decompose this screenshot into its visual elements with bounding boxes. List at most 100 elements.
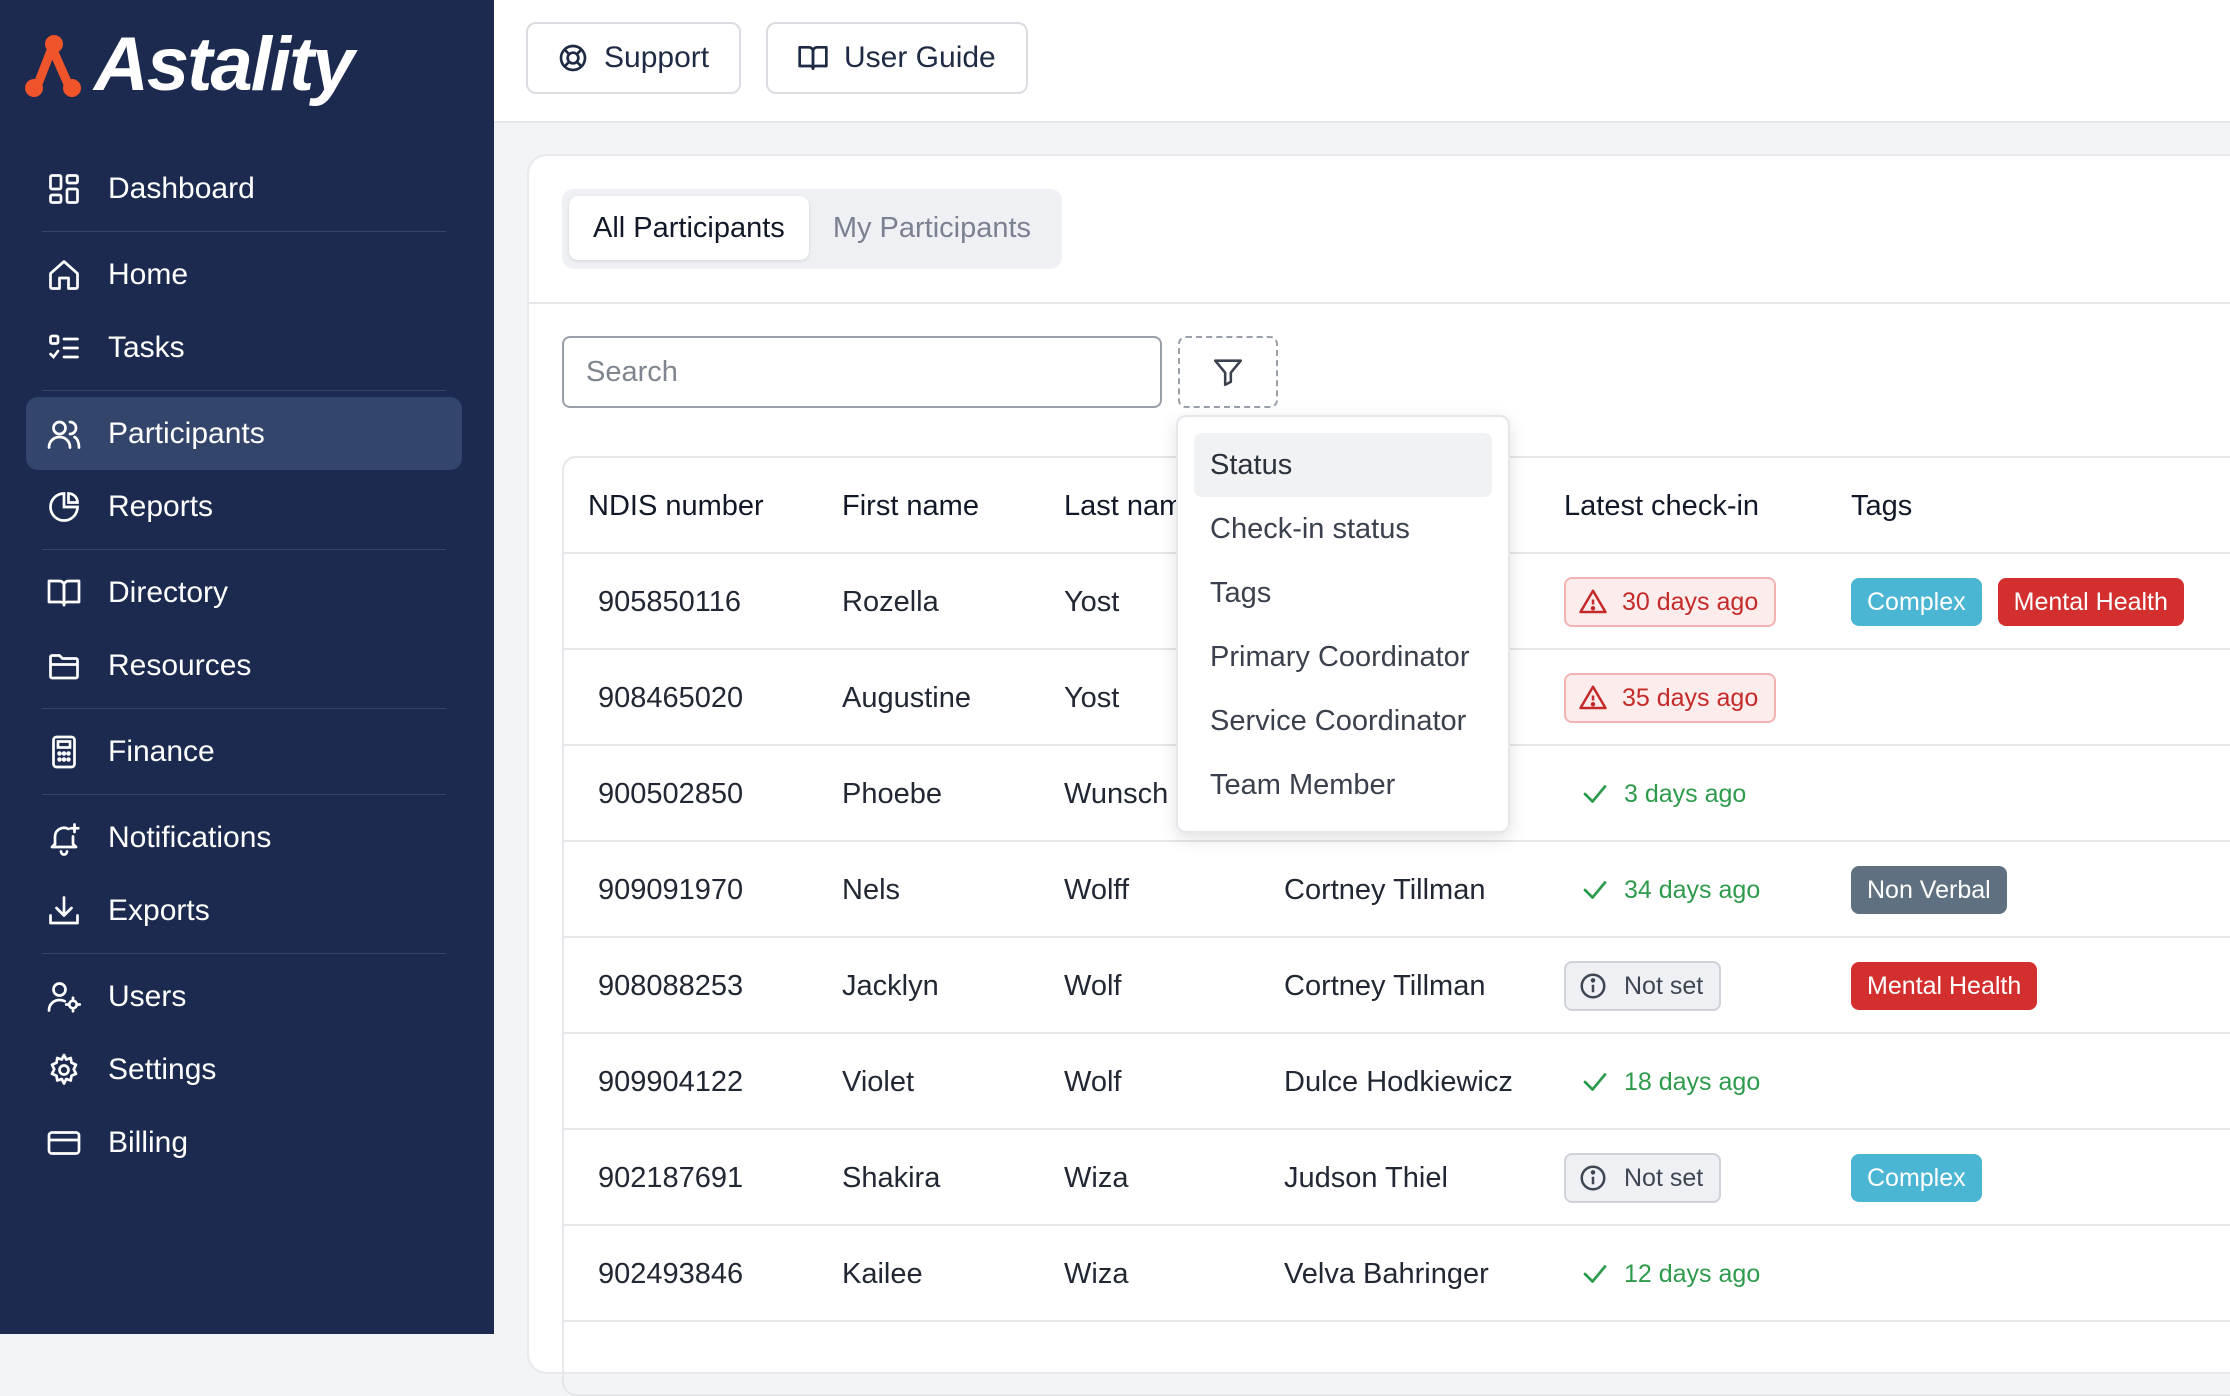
sidebar-item-participants[interactable]: Participants [26, 397, 462, 470]
filter-option-primary-coordinator[interactable]: Primary Coordinator [1210, 640, 1470, 673]
warning-icon [1578, 683, 1608, 713]
filter-dropdown-menu: Status Check-in status Tags Primary Coor… [1176, 415, 1510, 833]
cell-last-name: Wiza [1064, 1161, 1129, 1194]
credit-card-icon [44, 1123, 84, 1163]
sidebar: Astality Dashboard Home Tasks Pa [0, 0, 494, 1334]
warning-icon [1578, 587, 1608, 617]
book-icon [44, 573, 84, 613]
table-header-row: NDIS number First name Last nam Latest c… [564, 458, 2230, 554]
sidebar-item-directory[interactable]: Directory [26, 556, 462, 629]
filter-option-tags[interactable]: Tags [1210, 576, 1272, 609]
sidebar-item-notifications[interactable]: Notifications [26, 801, 462, 874]
sidebar-item-label: Resources [108, 648, 252, 682]
sidebar-item-label: Home [108, 257, 189, 291]
lifebuoy-icon [556, 41, 590, 75]
checkin-text: 30 days ago [1622, 587, 1759, 616]
sidebar-item-billing[interactable]: Billing [26, 1106, 462, 1179]
sidebar-item-label: Participants [108, 416, 265, 450]
checkin-badge: 35 days ago [1564, 673, 1777, 723]
table-row[interactable]: 900502850 Phoebe Wunsch 3 days ago [564, 746, 2230, 842]
home-icon [44, 255, 84, 295]
table-row[interactable]: 909904122 Violet Wolf Dulce Hodkiewicz 18 da… [564, 1034, 2230, 1130]
table-row[interactable]: 908088253 Jacklyn Wolf Cortney Tillman Not s… [564, 938, 2230, 1034]
info-icon [1578, 1163, 1608, 1193]
table-row[interactable]: 902493846 Kailee Wiza Velva Bahringer 12 day… [564, 1226, 2230, 1322]
sidebar-item-users[interactable]: Users [26, 960, 462, 1033]
brand-name: Astality [94, 21, 355, 107]
cell-latest-checkin: 18 days ago [1564, 1034, 1772, 1130]
cell-ndis: 908465020 [598, 681, 744, 714]
checkin-badge: 12 days ago [1564, 1249, 1772, 1299]
sidebar-item-resources[interactable]: Resources [26, 629, 462, 702]
support-label: Support [604, 41, 710, 74]
user-guide-button[interactable]: User Guide [766, 22, 1028, 94]
filter-option-service-coordinator[interactable]: Service Coordinator [1210, 704, 1467, 737]
header-latest-checkin[interactable]: Latest check-in [1564, 489, 1760, 522]
cell-first-name: Jacklyn [842, 969, 939, 1002]
cell-ndis: 902187691 [598, 1161, 744, 1194]
sidebar-item-finance[interactable]: Finance [26, 715, 462, 788]
calculator-icon [44, 732, 84, 772]
tag-badge: Complex [1851, 578, 1982, 626]
check-icon [1580, 1067, 1610, 1097]
cell-tags: Complex [1851, 1130, 1998, 1226]
cell-latest-checkin: 34 days ago [1564, 842, 1772, 938]
table-row[interactable]: 909091970 Nels Wolff Cortney Tillman 34 days… [564, 842, 2230, 938]
sidebar-item-dashboard[interactable]: Dashboard [26, 152, 462, 225]
brand-mark-icon [25, 35, 81, 97]
header-ndis[interactable]: NDIS number [588, 489, 764, 522]
participants-table: NDIS number First name Last nam Latest c… [562, 456, 2230, 1396]
brand-logo[interactable]: Astality [24, 21, 355, 107]
header-tags[interactable]: Tags [1851, 489, 1913, 522]
checkin-badge: Not set [1564, 1153, 1722, 1203]
sidebar-item-reports[interactable]: Reports [26, 470, 462, 543]
cell-last-name: Wolff [1064, 873, 1130, 906]
checkin-text: 18 days ago [1624, 1067, 1761, 1096]
cell-last-name: Yost [1064, 585, 1120, 618]
header-first-name[interactable]: First name [842, 489, 979, 522]
search-input[interactable] [562, 336, 1162, 408]
cell-latest-checkin: 30 days ago [1564, 554, 1777, 650]
cell-first-name: Shakira [842, 1161, 941, 1194]
gear-icon [44, 1050, 84, 1090]
checkin-text: 3 days ago [1624, 779, 1747, 808]
tab-all-participants[interactable]: All Participants [569, 196, 809, 260]
bell-icon [44, 818, 84, 858]
table-row[interactable]: 902187691 Shakira Wiza Judson Thiel Not set C… [564, 1130, 2230, 1226]
checkin-text: Not set [1624, 1163, 1704, 1192]
filter-option-team-member[interactable]: Team Member [1210, 768, 1396, 801]
cell-ndis: 909904122 [598, 1065, 744, 1098]
filter-option-status[interactable]: Status [1194, 433, 1492, 497]
nav-divider [42, 390, 446, 391]
tag-badge: Mental Health [1997, 578, 2184, 626]
cell-coordinator: Cortney Tillman [1284, 873, 1486, 906]
users-icon [44, 414, 84, 454]
sidebar-item-label: Exports [108, 893, 210, 927]
sidebar-item-settings[interactable]: Settings [26, 1033, 462, 1106]
check-icon [1580, 875, 1610, 905]
cell-coordinator: Cortney Tillman [1284, 969, 1486, 1002]
sidebar-item-home[interactable]: Home [26, 238, 462, 311]
checkin-badge: 30 days ago [1564, 577, 1777, 627]
support-button[interactable]: Support [526, 22, 742, 94]
header-last-name[interactable]: Last nam [1064, 489, 1184, 522]
cell-last-name: Wunsch [1064, 777, 1169, 810]
sidebar-item-label: Billing [108, 1125, 189, 1159]
cell-coordinator: Dulce Hodkiewicz [1284, 1065, 1513, 1098]
cell-tags: Complex Mental Health [1851, 554, 2200, 650]
filter-button[interactable] [1178, 336, 1278, 408]
nav-divider [42, 953, 446, 954]
cell-latest-checkin: Not set [1564, 938, 1722, 1034]
user-gear-icon [44, 977, 84, 1017]
info-icon [1578, 971, 1608, 1001]
cell-coordinator: Velva Bahringer [1284, 1257, 1489, 1290]
tag-badge: Complex [1851, 1154, 1982, 1202]
dashboard-icon [44, 169, 84, 209]
tab-my-participants[interactable]: My Participants [832, 211, 1032, 244]
filter-option-checkin-status[interactable]: Check-in status [1210, 512, 1410, 545]
sidebar-item-exports[interactable]: Exports [26, 874, 462, 947]
sidebar-item-tasks[interactable]: Tasks [26, 311, 462, 384]
checkin-badge: Not set [1564, 961, 1722, 1011]
tag-badge: Mental Health [1851, 962, 2038, 1010]
cell-ndis: 900502850 [598, 777, 744, 810]
